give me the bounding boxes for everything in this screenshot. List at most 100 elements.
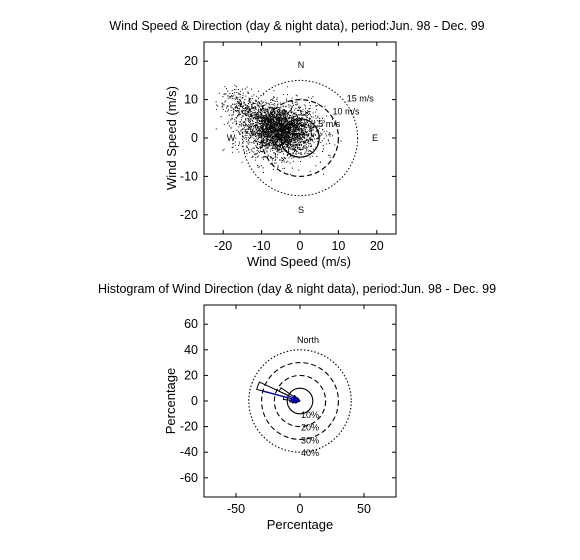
- scatter-point: [267, 117, 269, 119]
- scatter-point: [258, 137, 260, 139]
- scatter-point: [264, 123, 266, 125]
- scatter-point: [244, 104, 246, 106]
- scatter-point: [240, 102, 242, 104]
- scatter-point: [258, 130, 260, 132]
- scatter-point: [278, 120, 280, 122]
- scatter-point: [223, 93, 225, 95]
- scatter-point: [248, 116, 250, 118]
- scatter-point: [229, 125, 230, 127]
- scatter-point: [227, 110, 229, 112]
- scatter-point: [257, 118, 259, 120]
- scatter-point: [262, 131, 264, 133]
- scatter-point: [265, 125, 267, 126]
- scatter-point: [273, 135, 275, 137]
- scatter-point: [266, 122, 268, 124]
- scatter-point: [305, 126, 307, 128]
- scatter-point: [294, 137, 296, 139]
- scatter-point: [318, 129, 319, 131]
- scatter-point: [265, 102, 267, 104]
- speed-ring: [241, 79, 359, 197]
- scatter-point: [230, 119, 231, 121]
- scatter-point: [231, 115, 233, 116]
- scatter-point: [316, 126, 318, 128]
- scatter-point: [276, 144, 278, 145]
- scatter-point: [304, 121, 306, 123]
- scatter-point: [279, 113, 281, 115]
- scatter-point: [271, 134, 273, 136]
- scatter-point: [255, 109, 257, 110]
- scatter-point: [245, 131, 247, 133]
- scatter-point: [257, 144, 258, 146]
- scatter-point: [262, 142, 264, 144]
- scatter-point: [277, 166, 279, 168]
- scatter-point: [285, 128, 287, 130]
- scatter-point: [264, 134, 266, 135]
- scatter-point: [332, 135, 334, 137]
- scatter-point: [303, 147, 305, 149]
- scatter-point: [308, 124, 310, 126]
- scatter-point: [257, 155, 259, 157]
- scatter-point: [271, 123, 273, 125]
- scatter-point: [264, 112, 266, 114]
- scatter-point: [286, 150, 287, 152]
- scatter-point: [225, 100, 227, 102]
- scatter-point: [274, 152, 276, 154]
- scatter-point: [306, 120, 308, 122]
- scatter-point: [258, 135, 260, 137]
- scatter-point: [226, 105, 228, 107]
- scatter-point: [285, 133, 287, 135]
- scatter-point: [306, 112, 308, 114]
- scatter-point: [254, 139, 256, 141]
- scatter-point: [282, 110, 284, 112]
- scatter-point: [261, 157, 263, 158]
- scatter-point: [290, 139, 292, 141]
- scatter-point: [262, 141, 263, 143]
- scatter-point: [294, 133, 296, 134]
- scatter-point: [248, 149, 250, 151]
- scatter-point: [303, 127, 305, 129]
- scatter-point: [295, 128, 296, 130]
- scatter-point: [267, 140, 269, 142]
- scatter-point: [258, 115, 260, 117]
- scatter-point: [282, 106, 284, 108]
- scatter-point: [286, 154, 288, 156]
- scatter-point: [270, 157, 272, 159]
- scatter-point: [271, 118, 273, 120]
- scatter-point: [261, 139, 263, 141]
- scatter-point: [267, 109, 269, 111]
- scatter-point: [268, 141, 270, 143]
- scatter-point: [324, 105, 326, 107]
- scatter-point: [288, 111, 290, 113]
- scatter-point: [288, 139, 290, 141]
- scatter-point: [264, 148, 266, 150]
- scatter-point: [259, 121, 261, 123]
- scatter-point: [276, 147, 278, 149]
- scatter-point: [299, 152, 301, 154]
- scatter-point: [291, 157, 293, 159]
- scatter-point: [293, 145, 295, 147]
- scatter-point: [268, 142, 270, 144]
- scatter-point: [247, 146, 248, 148]
- scatter-point: [311, 135, 313, 137]
- scatter-point: [302, 147, 304, 149]
- scatter-point: [273, 100, 275, 102]
- scatter-point: [240, 104, 242, 105]
- scatter-point: [319, 132, 321, 134]
- scatter-point: [300, 114, 302, 116]
- scatter-point: [254, 106, 256, 107]
- scatter-point: [277, 154, 278, 156]
- scatter-point: [283, 159, 285, 161]
- scatter-point: [312, 136, 314, 138]
- scatter-point: [262, 120, 264, 121]
- scatter-point: [256, 100, 258, 102]
- scatter-point: [298, 169, 300, 171]
- scatter-point: [304, 147, 306, 149]
- scatter-point: [286, 145, 288, 147]
- scatter-point: [282, 134, 284, 136]
- scatter-point: [276, 138, 278, 140]
- scatter-point: [286, 133, 288, 135]
- scatter-point: [305, 138, 307, 140]
- compass-east: E: [372, 133, 378, 143]
- scatter-point: [249, 120, 251, 122]
- scatter-point: [306, 136, 308, 138]
